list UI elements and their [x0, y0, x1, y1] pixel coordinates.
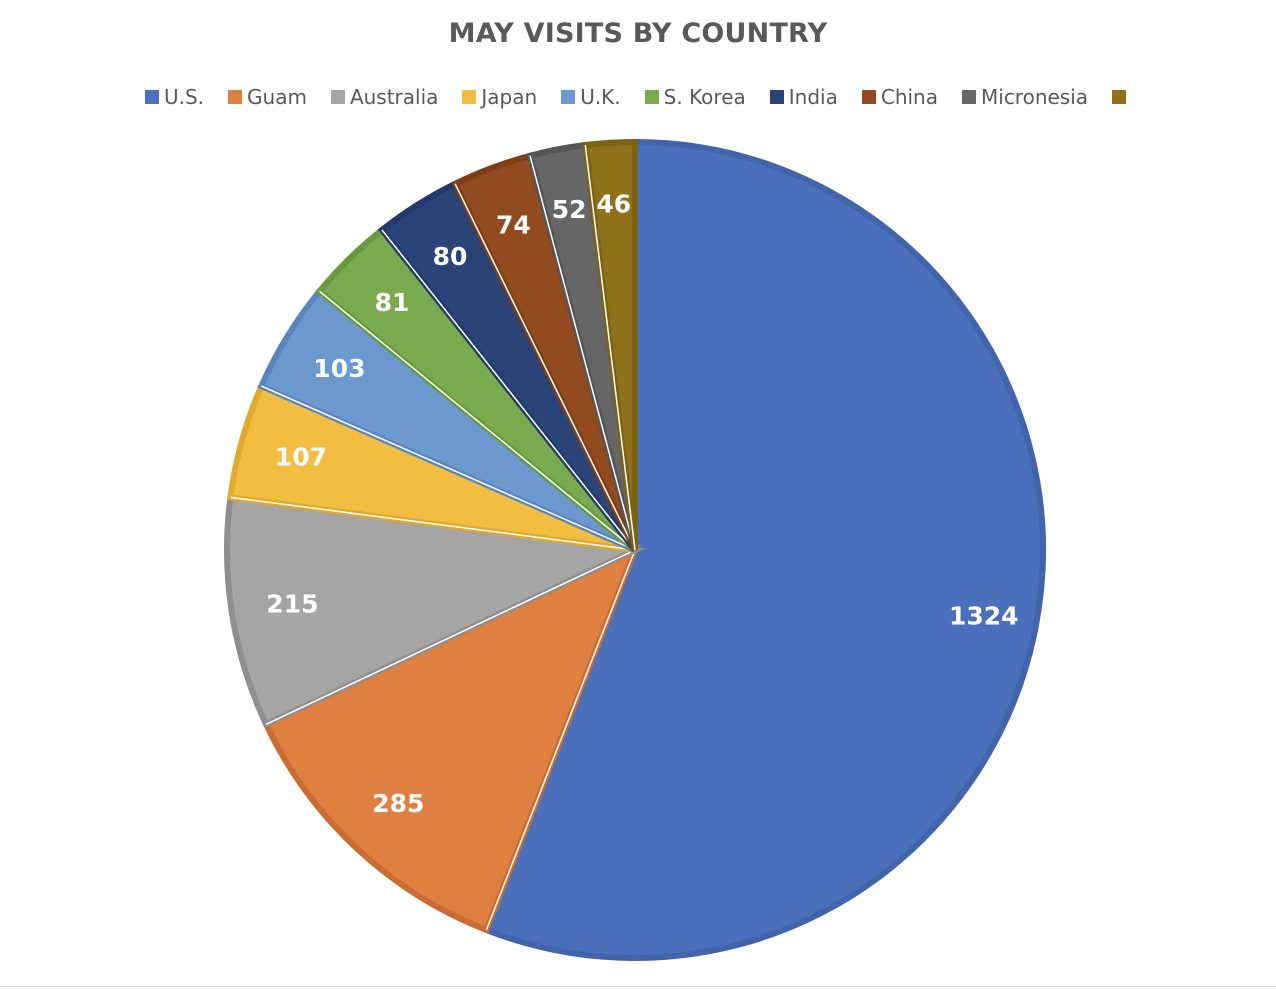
legend-label: China: [880, 85, 938, 109]
legend-item: Australia: [330, 85, 439, 109]
legend-item: S. Korea: [644, 85, 746, 109]
divider: [0, 986, 1276, 987]
legend-item: Japan: [462, 85, 537, 109]
chart-title: MAY VISITS BY COUNTRY: [448, 18, 828, 49]
slice-separator: [454, 183, 636, 551]
data-label: 81: [375, 288, 410, 317]
legend-label: U.S.: [163, 85, 205, 109]
data-label: 52: [552, 195, 587, 224]
slice-separator: [319, 290, 636, 551]
pie-data-labels: 1324 285 215 107 103 81 80 74 52 46: [266, 189, 1018, 818]
data-label: 74: [496, 211, 531, 240]
slice-separator: [485, 549, 636, 931]
slice-separator: [265, 549, 636, 725]
legend-label: Guam: [247, 85, 307, 109]
legend-swatch: [962, 90, 976, 104]
pie-slice: [482, 138, 1046, 961]
slice-separator: [381, 229, 636, 551]
slice-separator: [261, 385, 636, 551]
legend-label: Micronesia: [981, 85, 1089, 109]
legend-swatch: [644, 90, 659, 104]
legend-swatch: [769, 90, 784, 104]
legend-item: U.K.: [561, 85, 621, 109]
pie-slice: [224, 493, 646, 729]
legend-label: S. Korea: [663, 85, 746, 109]
pie-slices: [224, 138, 1046, 961]
legend-item: [1112, 90, 1131, 104]
legend-swatch: [462, 90, 477, 104]
legend-item: India: [769, 85, 838, 109]
legend-item: China: [861, 85, 938, 109]
data-label: 1324: [949, 601, 1019, 630]
legend-swatch: [861, 90, 876, 104]
legend-swatch: [1112, 90, 1127, 104]
data-label: 215: [266, 589, 318, 618]
slice-separator: [584, 144, 636, 551]
slice-separator: [529, 155, 636, 551]
slice-separator: [230, 496, 636, 551]
pie-slice: [262, 544, 641, 934]
data-label: 80: [433, 242, 468, 271]
legend-swatch: [561, 90, 576, 104]
data-label: 285: [372, 789, 424, 818]
legend-label: Japan: [481, 85, 538, 109]
legend-item: Micronesia: [962, 85, 1088, 109]
legend-label: Australia: [349, 85, 439, 109]
legend-item: U.S.: [144, 85, 205, 109]
legend-swatch: [330, 90, 345, 104]
legend-label: U.K.: [580, 85, 621, 109]
legend-swatch: [144, 90, 159, 104]
data-label: 107: [275, 443, 327, 472]
legend-swatch: [228, 90, 243, 104]
chart-legend: U.S. Guam Australia Japan U.K. S. Korea India C…: [0, 82, 1276, 112]
data-label: 46: [596, 189, 631, 218]
legend-label: India: [788, 85, 838, 109]
data-label: 103: [313, 354, 365, 383]
legend-item: Guam: [228, 85, 307, 109]
